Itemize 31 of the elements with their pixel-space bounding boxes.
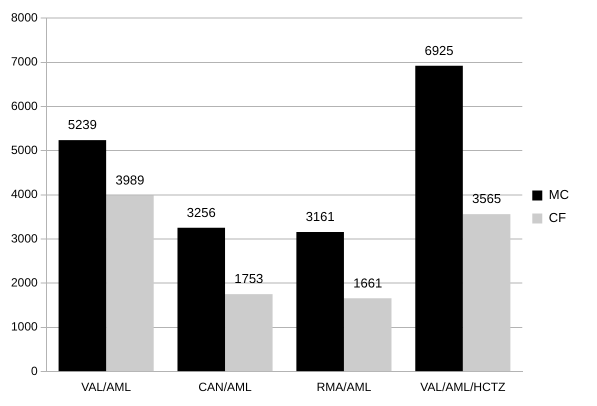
- y-tick-label: 2000: [10, 276, 38, 290]
- data-label: 3565: [472, 191, 502, 206]
- y-tick-label: 6000: [10, 98, 38, 113]
- y-tick-label: 0: [31, 364, 38, 378]
- x-tick-label: VAL/AML: [81, 380, 132, 394]
- bar: [58, 140, 106, 372]
- y-tick-label: 4000: [10, 187, 38, 202]
- data-label: 3256: [186, 204, 216, 220]
- y-tick-label: 1000: [10, 320, 38, 334]
- y-tick-label: 8000: [10, 10, 38, 25]
- bar: [462, 214, 510, 372]
- bar: [415, 66, 463, 372]
- data-label: 1753: [234, 271, 264, 286]
- data-label: 3161: [306, 209, 335, 224]
- x-tick-label: CAN/AML: [198, 380, 252, 394]
- bar: [296, 232, 344, 372]
- legend-label: MC: [548, 187, 569, 202]
- y-tick-label: 7000: [10, 54, 38, 69]
- x-tick-label: VAL/AML/HCTZ: [420, 380, 506, 394]
- bar: [177, 228, 226, 372]
- data-label: 6925: [424, 42, 454, 58]
- bar: [344, 298, 392, 372]
- legend-label: CF: [548, 210, 566, 226]
- data-label: 1661: [353, 275, 382, 290]
- bar: [225, 294, 273, 372]
- data-label: 3989: [115, 172, 144, 188]
- y-tick-label: 5000: [10, 143, 38, 158]
- bar: [106, 195, 154, 372]
- y-tick-label: 3000: [10, 231, 38, 246]
- data-label: 5239: [68, 117, 97, 132]
- x-tick-label: RMA/AML: [316, 380, 372, 394]
